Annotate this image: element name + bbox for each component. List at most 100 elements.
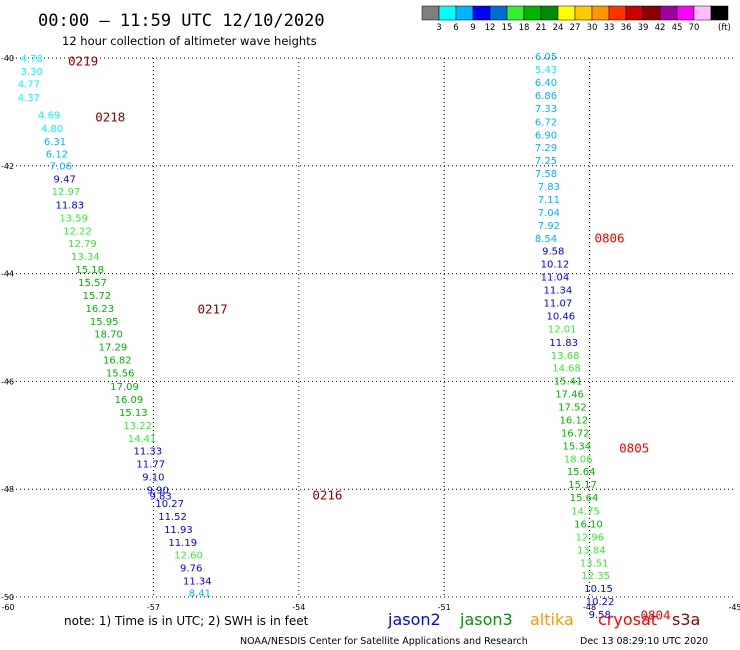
note-text: note: 1) Time is in UTC; 2) SWH is in fe… [64, 614, 309, 628]
pass-time-label: 0218 [95, 110, 125, 125]
swh-point: 10.22 [586, 597, 615, 608]
time-labels: 0219 0218 0217 0216 0806 0805 0804 [68, 54, 671, 623]
x-tick-label: -57 [147, 603, 160, 612]
colorbar-swatch [676, 5, 695, 21]
swh-point: 4.77 [18, 80, 40, 91]
colorbar-label: 30 [587, 23, 598, 33]
swh-point: 12.96 [576, 532, 605, 543]
swh-point: 13.84 [577, 545, 606, 556]
swh-point: 10.46 [546, 311, 575, 322]
legend-s3a: s3a [672, 610, 700, 629]
swh-point: 15.57 [78, 278, 107, 289]
y-tick-labels: -50 -48 -46 -44 -42 -40 [1, 54, 14, 602]
swh-point: 10.12 [541, 260, 570, 271]
swh-point: 11.07 [544, 298, 573, 309]
colorbar-swatch [659, 5, 678, 21]
swh-point: 9.10 [142, 473, 164, 484]
colorbar-swatch [472, 5, 491, 21]
timestamp-text: Dec 13 08:29:10 UTC 2020 [580, 636, 708, 647]
colorbar-swatch [540, 5, 559, 21]
colorbar-swatch [523, 5, 542, 21]
swh-point: 17.29 [99, 343, 128, 354]
colorbar-swatch [693, 5, 712, 21]
pass-time-label: 0219 [68, 54, 98, 69]
swh-point: 7.83 [538, 182, 560, 193]
swh-point: 12.35 [581, 571, 610, 582]
colorbar-label: 45 [672, 23, 683, 33]
colorbar: 3 6 9 12 15 18 21 24 27 30 33 36 39 42 45 70 [421, 5, 729, 33]
legend-jason2: jason2 [387, 610, 441, 629]
colorbar-label: 3 [436, 23, 441, 33]
colorbar-swatch [421, 5, 440, 21]
swh-point: 18.70 [94, 330, 123, 341]
colorbar-swatch [489, 5, 508, 21]
swh-point: 15.17 [568, 480, 597, 491]
colorbar-swatch [625, 5, 644, 21]
y-tick-label: -48 [1, 485, 14, 494]
x-tick-labels: -60 -57 -54 -51 -48 -45 [1, 603, 740, 612]
swh-point: 15.34 [562, 441, 591, 452]
swh-point: 4.37 [18, 93, 40, 104]
x-tick-label: -60 [1, 603, 14, 612]
swh-point: 12.22 [63, 226, 92, 237]
colorbar-label: 9 [470, 23, 475, 33]
swh-point: 11.33 [134, 447, 163, 458]
swh-point: 9.90 [147, 486, 169, 497]
chart-subtitle: 12 hour collection of altimeter wave hei… [62, 34, 317, 48]
swh-point: 9.83 [150, 491, 172, 502]
swh-point: 18.06 [564, 454, 593, 465]
swh-point: 11.19 [168, 538, 197, 549]
pass-time-label: 0216 [312, 487, 342, 502]
colorbar-label: 24 [553, 23, 564, 33]
swh-point: 9.47 [54, 175, 76, 186]
x-tick-label: -45 [728, 603, 740, 612]
swh-point: 6.90 [535, 130, 557, 141]
swh-point: 16.23 [86, 304, 115, 315]
swh-point: 4.78 [21, 54, 43, 65]
swh-point: 14.41 [128, 434, 157, 445]
swh-point: 13.68 [551, 351, 580, 362]
swh-point: 4.80 [41, 124, 63, 135]
swh-point: 7.92 [538, 221, 560, 232]
colorbar-swatch [608, 5, 627, 21]
y-tick-label: -50 [1, 593, 14, 602]
swh-point: 12.79 [68, 239, 97, 250]
swh-point: 10.27 [155, 499, 184, 510]
legend-jason3: jason3 [459, 610, 513, 629]
swh-point: 16.72 [561, 428, 590, 439]
swh-point: 7.11 [538, 195, 560, 206]
swh-point: 7.06 [50, 162, 72, 173]
swh-point: 12.97 [52, 187, 81, 198]
pass-time-label: 0805 [619, 441, 649, 456]
x-tick-label: -54 [292, 603, 305, 612]
swh-point: 10.15 [584, 584, 613, 595]
swh-point: 15.41 [554, 377, 583, 388]
swh-point: 16.12 [560, 415, 589, 426]
swh-point: 16.82 [103, 356, 132, 367]
y-tick-label: -40 [1, 54, 14, 63]
colorbar-swatch [438, 5, 457, 21]
credit-text: NOAA/NESDIS Center for Satellite Applica… [240, 636, 528, 647]
colorbar-label: 42 [655, 23, 666, 33]
swh-point: 7.29 [535, 143, 557, 154]
swh-point: 15.18 [75, 265, 104, 276]
swh-point: 11.52 [158, 512, 187, 523]
colorbar-label: 12 [485, 23, 496, 33]
swh-point: 7.25 [535, 156, 557, 167]
swh-point: 12.01 [548, 324, 577, 335]
data-points: 4.78 3.30 4.77 4.37 4.69 4.80 6.31 6.127.06 9.47… [18, 52, 615, 621]
swh-point: 16.09 [115, 395, 144, 406]
swh-point: 11.93 [164, 525, 193, 536]
colorbar-swatch [591, 5, 610, 21]
colorbar-swatch [710, 5, 729, 21]
swh-point: 13.22 [123, 421, 152, 432]
swh-point: 17.46 [555, 390, 584, 401]
x-tick-label: -51 [438, 603, 451, 612]
colorbar-label: 36 [621, 23, 632, 33]
colorbar-label: 18 [519, 23, 530, 33]
x-tick-label: -48 [583, 603, 596, 612]
swh-point: 9.76 [180, 564, 202, 575]
swh-point: 14.68 [552, 364, 581, 375]
swh-point: 11.77 [136, 460, 165, 471]
